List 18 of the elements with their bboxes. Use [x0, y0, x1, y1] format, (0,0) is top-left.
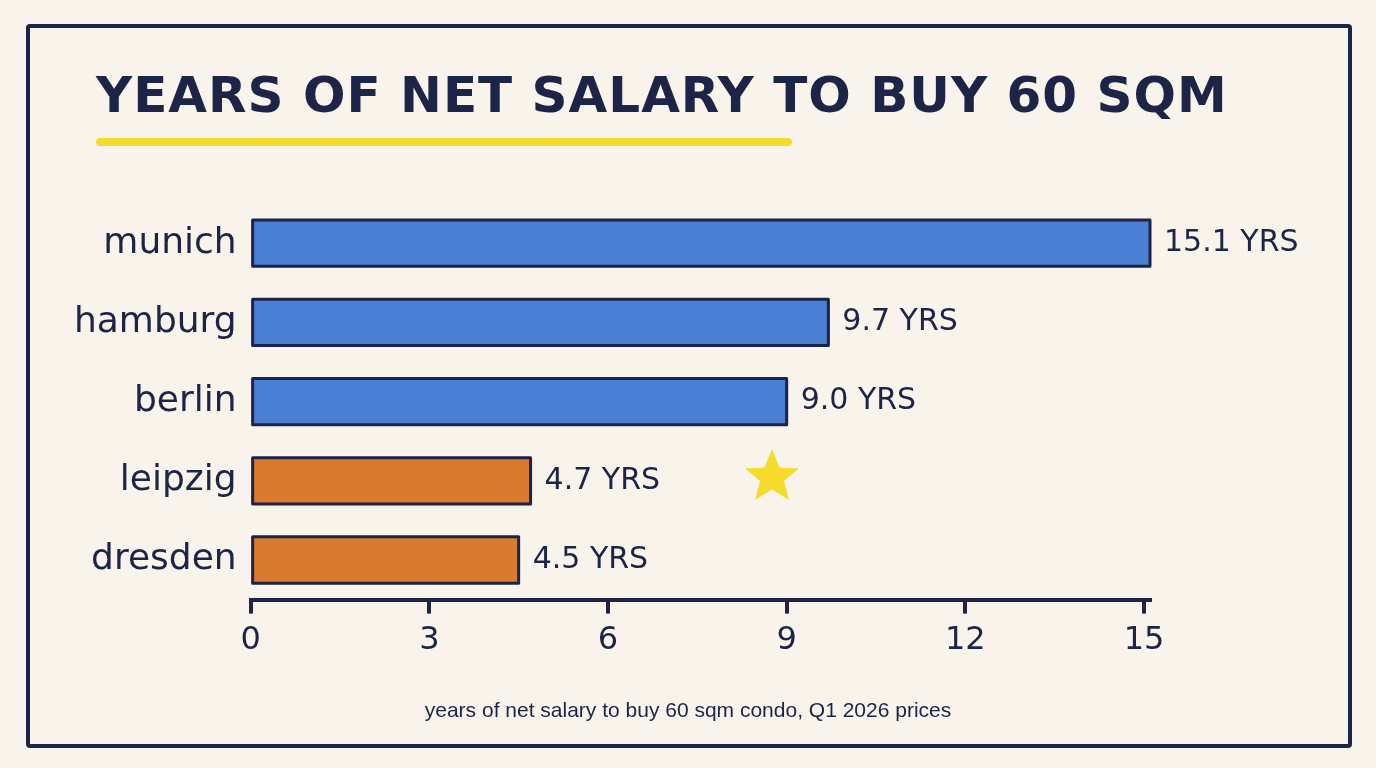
data-label: 15.1 YRS	[1164, 223, 1299, 258]
x-tick-label: 15	[1123, 619, 1165, 658]
x-tick-label: 6	[597, 619, 619, 658]
data-label: 4.7 YRS	[544, 460, 661, 496]
y-tick-label: munich	[103, 219, 237, 261]
x-tick-label: 12	[945, 619, 986, 658]
y-tick-label: dresden	[91, 536, 237, 578]
x-tick-label: 0	[240, 619, 261, 658]
x-axis-title: years of net salary to buy 60 sqm condo, Q1 2026 prices	[423, 698, 953, 722]
x-tick-label: 3	[419, 619, 440, 658]
chart-title: YEARS OF NET SALARY TO BUY 60 SQM	[96, 66, 1228, 124]
data-label: 9.0 YRS	[800, 381, 917, 417]
data-label: 9.7 YRS	[842, 302, 958, 338]
data-label: 4.5 YRS	[532, 539, 649, 575]
y-tick-label: hamburg	[73, 298, 237, 340]
x-tick-label: 9	[776, 619, 797, 658]
y-tick-label: berlin	[134, 377, 237, 419]
y-tick-label: leipzig	[119, 457, 237, 499]
